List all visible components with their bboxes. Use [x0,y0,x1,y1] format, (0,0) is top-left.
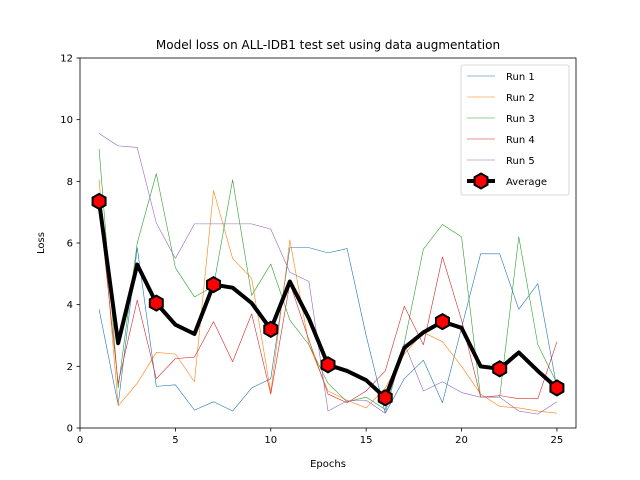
average-marker [206,275,222,294]
average-marker [492,360,508,378]
average-marker [148,294,164,312]
average-marker [434,312,450,331]
x-tick-label: 15 [360,435,373,446]
legend-label: Run 4 [506,135,535,146]
y-tick-label: 2 [67,362,73,373]
legend-marker [473,172,489,190]
average-marker [377,389,393,407]
y-tick-label: 4 [67,300,73,311]
y-tick-label: 10 [60,115,73,126]
series-line-run-1 [98,247,558,414]
x-tick-label: 0 [77,435,83,446]
legend-label: Average [506,177,547,188]
legend-label: Run 2 [506,93,535,104]
x-axis-ticks: 0 5 10 15 20 25 [77,428,563,446]
legend-box [460,64,570,196]
series-line-run-5 [98,133,558,415]
average-marker [549,379,565,397]
plot-area [91,133,565,415]
y-tick-label: 0 [67,424,73,435]
chart-title: Model loss on ALL-IDB1 test set using da… [156,38,500,52]
average-marker [263,320,279,338]
y-tick-label: 12 [60,54,73,65]
y-axis-ticks: 0 2 4 6 8 10 12 [60,54,80,435]
average-marker [320,356,336,374]
x-tick-label: 10 [264,435,277,446]
legend-label: Run 1 [506,72,535,83]
x-tick-label: 20 [455,435,468,446]
y-tick-label: 6 [67,239,73,250]
x-tick-label: 25 [551,435,564,446]
legend: Run 1 Run 2 Run 3 Run 4 Run 5 Average [460,64,570,196]
series-line-run-2 [98,179,557,414]
x-axis-label: Epochs [310,459,346,470]
x-tick-label: 5 [172,435,178,446]
average-marker [91,192,107,211]
legend-label: Run 5 [506,156,535,167]
legend-label: Run 3 [506,114,535,125]
y-tick-label: 8 [67,177,73,188]
y-axis-label: Loss [36,232,47,254]
